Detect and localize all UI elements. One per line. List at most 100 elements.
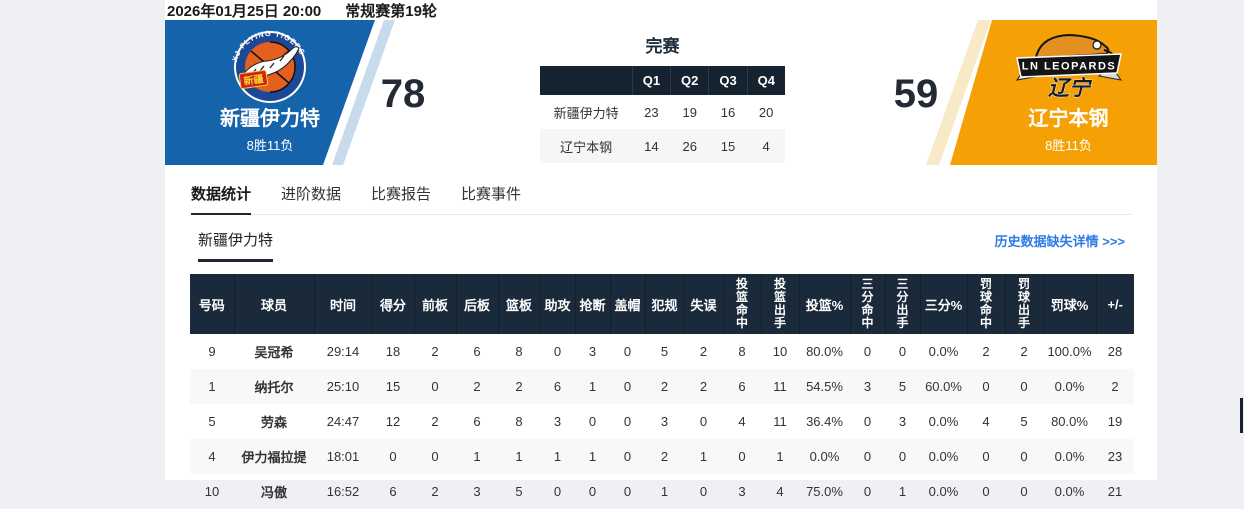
table-row: 9 吴冠希 29:14 18 2 6 8 0 3 0 5 2 8 10 80.0% 0 0 0.0% 2 2 100.0… [190, 334, 1134, 369]
stat-cell: 6 [738, 379, 746, 394]
stat-cell: 0 [1020, 449, 1028, 464]
stat-cell: 5 [1020, 414, 1028, 429]
tab-advanced[interactable]: 进阶数据 [281, 186, 342, 203]
column-header-17: 三分% [920, 274, 968, 334]
column-header-20: 罚球% [1043, 274, 1097, 334]
stat-cell: 2 [660, 449, 669, 464]
table-row: 4 伊力福拉提 18:01 0 0 1 1 1 1 0 2 1 0 1 0.0% 0 0 0.0% 0 0 0.0% 23 [190, 439, 1134, 474]
stat-cell: 4 [738, 414, 746, 429]
away-team-record: 8胜11负 [1045, 138, 1092, 153]
stat-cell: 0 [1020, 379, 1028, 394]
quarter-header-q4: Q4 [746, 66, 785, 95]
tab-events[interactable]: 比赛事件 [461, 186, 522, 203]
stat-cell: 1 [898, 484, 907, 499]
quarter-header-q2: Q2 [670, 66, 709, 95]
stat-cell: 21 [1107, 484, 1123, 499]
quarter-team-name: 新疆伊力特 [553, 105, 619, 121]
main-content: 2026年01月25日 20:00 常规赛第19轮 XJ FLYING TIGE… [165, 0, 1158, 500]
column-header-19: 罚球出手 [1005, 274, 1044, 334]
stat-cell: 0 [863, 344, 872, 359]
home-team-logo: XJ FLYING TIGERS 新疆 [222, 28, 318, 106]
stat-cell: 1 [699, 449, 708, 464]
column-header-0: 号码 [190, 274, 235, 334]
stat-cell: 2 [431, 484, 439, 499]
home-team-record: 8胜11负 [246, 138, 294, 153]
match-info-bar: 2026年01月25日 20:00 常规赛第19轮 [165, 0, 1157, 20]
table-row: 5 劳森 24:47 12 2 6 8 3 0 0 3 0 4 11 36.4% 0 3 0.0% 4 5 80.0% 1… [190, 404, 1134, 439]
stat-cell: 0 [982, 449, 990, 464]
stat-cell: 0 [863, 449, 872, 464]
match-datetime: 2026年01月25日 20:00 [167, 2, 322, 20]
quarter-score-cell: 16 [720, 104, 736, 120]
quarter-score-cell: 14 [644, 138, 659, 154]
quarter-row: 辽宁本钢 14 26 15 4 [540, 129, 785, 163]
home-score: 78 [380, 72, 426, 116]
stat-cell: 6 [553, 379, 562, 394]
stat-cell: 0.0% [928, 344, 959, 359]
stat-cell: 0.0% [928, 449, 959, 464]
team-subtab[interactable]: 新疆伊力特 [198, 229, 274, 262]
vertical-scrollbar-thumb[interactable] [1240, 398, 1243, 433]
history-missing-link[interactable]: 历史数据缺失详情 >>> [994, 234, 1125, 249]
stat-cell: 10 [204, 484, 220, 499]
stat-cell: 2 [660, 379, 669, 394]
stat-cell: 0 [588, 414, 597, 429]
stat-cell: 80.0% [1051, 414, 1088, 429]
stat-cell: 0.0% [1054, 484, 1085, 499]
player-name-cell: 吴冠希 [254, 345, 294, 360]
stat-cell: 2 [431, 414, 439, 429]
stat-cell: 2 [1020, 344, 1028, 359]
stat-cell: 1 [776, 449, 784, 464]
stat-cell: 6 [389, 484, 397, 499]
stat-cell: 54.5% [806, 379, 843, 394]
tab-stats[interactable]: 数据统计 [191, 183, 252, 215]
away-team-panel-inner: LN LEOPARDS 辽宁 辽宁本钢 8胜11负 [979, 20, 1158, 154]
stat-cell: 29:14 [326, 344, 360, 359]
stat-cell: 0 [588, 484, 597, 499]
column-header-5: 后板 [456, 274, 499, 334]
match-stage: 常规赛第19轮 [345, 2, 437, 20]
player-stats-table: 号码 球员 时间 得分 前板 后板 篮板 助攻 抢断 盖帽 犯规 失误投篮命中投篮出手投篮% 三分命中三… [190, 274, 1134, 509]
quarter-score-cell: 19 [682, 104, 697, 120]
stat-cell: 24:47 [326, 414, 360, 429]
stat-cell: 0 [623, 379, 632, 394]
stat-cell: 60.0% [925, 379, 962, 394]
stat-cell: 1 [588, 379, 597, 394]
stat-cell: 2 [982, 344, 990, 359]
quarter-score-cell: 23 [644, 104, 659, 120]
column-header-3: 得分 [372, 274, 415, 334]
column-header-21: +/- [1096, 274, 1134, 334]
stat-cell: 0 [623, 414, 632, 429]
stat-cell: 5 [208, 414, 216, 429]
stat-cell: 0 [389, 449, 397, 464]
column-header-16: 三分出手 [885, 274, 921, 334]
quarter-team-name: 辽宁本钢 [560, 139, 613, 155]
team-section-row: 新疆伊力特 历史数据缺失详情 >>> [198, 229, 1125, 262]
stat-cell: 0 [553, 344, 562, 359]
column-header-8: 抢断 [575, 274, 611, 334]
home-team-panel-inner: XJ FLYING TIGERS 新疆 新疆伊力特 8胜11负 [180, 20, 360, 154]
tab-report[interactable]: 比赛报告 [371, 186, 432, 203]
stat-cell: 3 [863, 379, 872, 394]
stat-cell: 6 [473, 414, 481, 429]
stat-cell: 3 [738, 484, 746, 499]
column-header-12: 投篮命中 [723, 274, 762, 334]
column-header-11: 失误 [684, 274, 724, 334]
stat-cell: 3 [588, 344, 597, 359]
player-name-cell: 伊力福拉提 [241, 450, 307, 465]
stat-cell: 0 [699, 414, 708, 429]
quarter-header-row: Q1 Q2 Q3 Q4 [540, 66, 785, 95]
stat-cell: 2 [515, 379, 523, 394]
stat-cell: 0 [553, 484, 562, 499]
stat-cell: 25:10 [326, 379, 360, 394]
stat-cell: 18:01 [326, 449, 360, 464]
stat-cell: 19 [1107, 414, 1123, 429]
stat-cell: 1 [208, 379, 216, 394]
stat-cell: 100.0% [1047, 344, 1092, 359]
stat-cell: 3 [660, 414, 669, 429]
stat-cell: 0 [982, 484, 990, 499]
stat-cell: 28 [1107, 344, 1123, 359]
stat-cell: 18 [385, 344, 401, 359]
stat-cell: 8 [515, 414, 523, 429]
column-header-6: 篮板 [498, 274, 541, 334]
